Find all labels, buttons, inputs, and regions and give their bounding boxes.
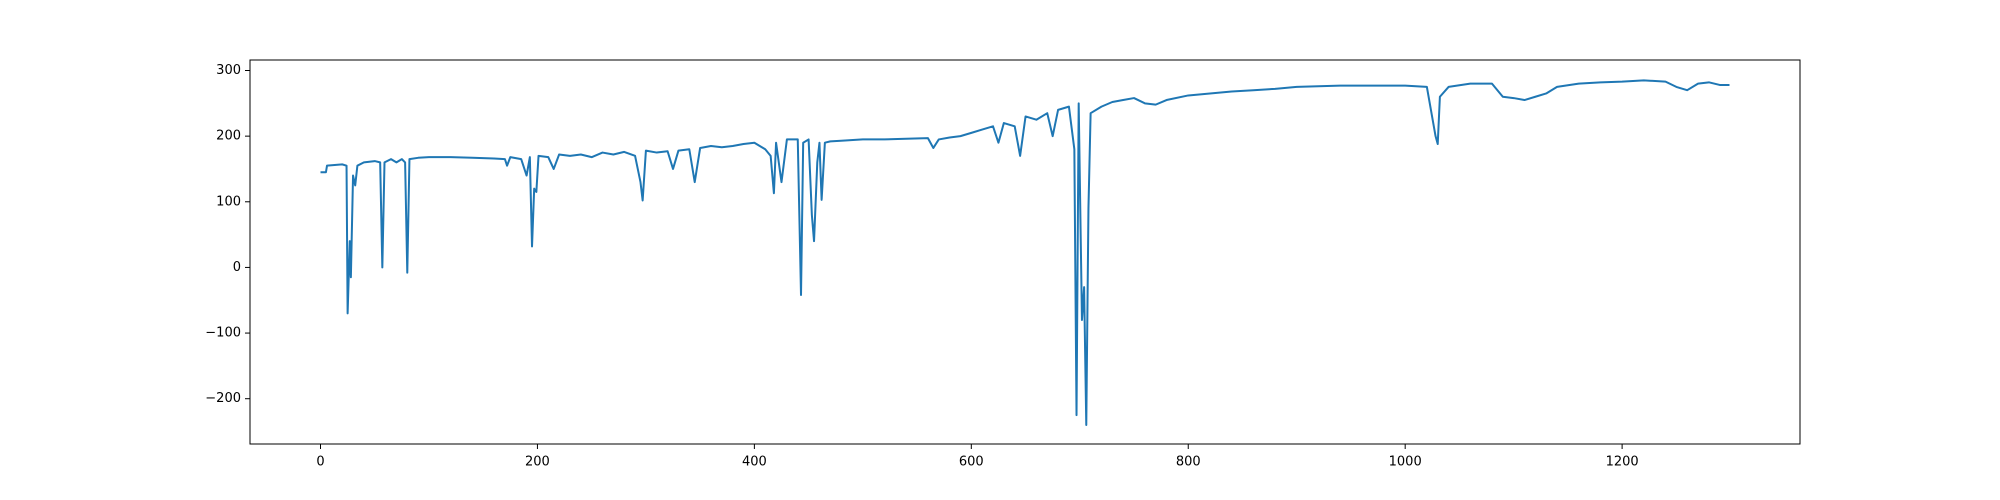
x-tick-label: 400 [742, 455, 767, 470]
y-tick-label: 100 [216, 194, 241, 209]
x-tick-label: 1200 [1606, 455, 1639, 470]
x-tick-label: 800 [1176, 455, 1201, 470]
y-tick-label: 300 [216, 63, 241, 78]
x-tick-label: 600 [959, 455, 984, 470]
y-tick-label: −100 [205, 326, 241, 341]
plot-frame [249, 59, 1801, 445]
x-tick-label: 0 [316, 455, 324, 470]
y-tick-label: −200 [205, 391, 241, 406]
x-tick-label: 1000 [1389, 455, 1422, 470]
x-tick-label: 200 [525, 455, 550, 470]
data-line [320, 79, 1730, 426]
y-tick-label: 0 [233, 260, 241, 275]
y-tick-label: 200 [216, 129, 241, 144]
